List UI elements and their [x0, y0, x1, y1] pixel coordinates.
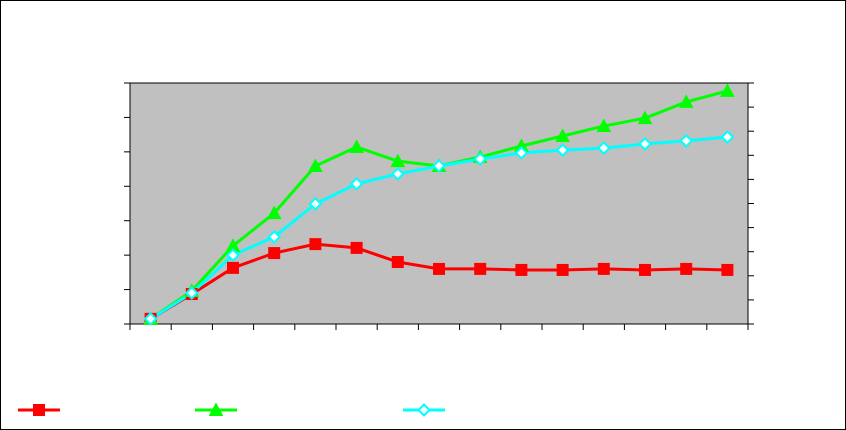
marker — [555, 128, 570, 143]
marker — [143, 311, 158, 326]
marker — [432, 159, 446, 173]
marker — [268, 247, 281, 260]
marker — [638, 137, 652, 151]
marker — [226, 248, 240, 263]
legend-marker — [417, 403, 431, 417]
marker — [227, 261, 239, 274]
marker — [596, 118, 612, 133]
marker — [350, 241, 363, 254]
marker — [266, 205, 282, 220]
plot-area — [129, 82, 749, 325]
marker — [308, 196, 323, 211]
marker — [184, 286, 199, 300]
marker — [556, 263, 569, 276]
marker — [473, 152, 488, 167]
marker — [720, 83, 735, 97]
marker — [637, 110, 653, 125]
marker — [349, 176, 364, 191]
marker — [514, 145, 529, 160]
marker — [596, 141, 611, 155]
marker — [474, 262, 487, 275]
marker — [639, 263, 651, 276]
marker — [680, 262, 693, 275]
marker — [679, 133, 694, 148]
marker — [391, 256, 404, 269]
marker — [267, 229, 282, 244]
marker — [308, 158, 323, 172]
marker — [309, 238, 322, 251]
marker — [678, 94, 694, 108]
legend-marker — [33, 404, 45, 416]
marker — [515, 263, 528, 276]
marker — [555, 143, 570, 158]
marker — [349, 139, 364, 154]
legend-marker — [208, 402, 224, 416]
marker — [433, 262, 445, 275]
marker — [597, 262, 610, 275]
marker — [390, 166, 405, 181]
marker — [721, 263, 734, 276]
marker — [720, 130, 735, 144]
marker — [390, 153, 406, 168]
